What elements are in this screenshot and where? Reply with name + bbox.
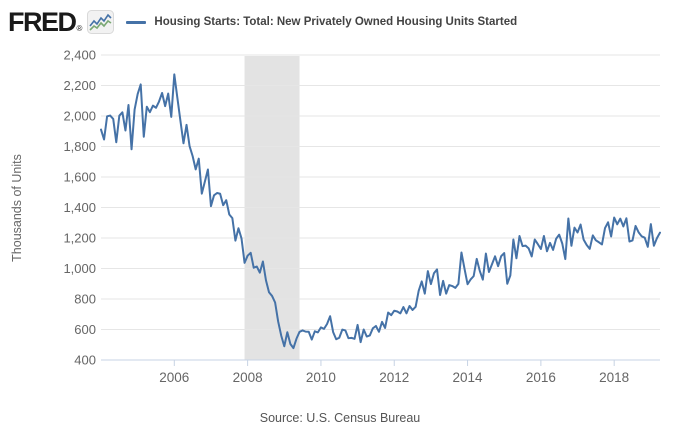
footer: Source: U.S. Census Bureau	[0, 409, 680, 427]
y-tick-label: 1,200	[63, 231, 96, 246]
registered-trademark-symbol: ®	[76, 24, 83, 33]
fred-logo-chart-icon	[87, 10, 115, 34]
y-tick-label: 600	[74, 322, 96, 337]
legend: Housing Starts: Total: New Privately Own…	[126, 16, 517, 28]
y-tick-label: 400	[74, 353, 96, 368]
y-tick-label: 800	[74, 292, 96, 307]
y-tick-label: 1,000	[63, 261, 96, 276]
x-tick-label: 2016	[526, 370, 556, 385]
housing-starts-line	[100, 73, 661, 350]
x-tick-label: 2012	[379, 370, 409, 385]
x-tick-label: 2008	[233, 370, 263, 385]
header: FRED ® Housing Starts: Total: New Privat…	[8, 6, 672, 38]
y-tick-label: 2,000	[63, 109, 96, 124]
x-tick-label: 2010	[306, 370, 336, 385]
legend-line-marker	[126, 20, 147, 24]
y-tick-label: 1,600	[63, 170, 96, 185]
fred-logo-text: FRED	[8, 7, 77, 37]
x-tick-label: 2006	[159, 370, 189, 385]
y-tick-label: 2,400	[63, 48, 96, 63]
y-tick-label: 1,400	[63, 200, 96, 215]
housing-starts-plot: 400 600 800 1,000 1,200 1,400 1,600 1,800 2,000 2…	[63, 48, 661, 385]
fred-logo[interactable]: FRED ®	[8, 7, 115, 37]
source-text: Source: U.S. Census Bureau	[259, 411, 421, 425]
legend-series-label: Housing Starts: Total: New Privately Own…	[154, 16, 518, 28]
y-tick-label: 1,800	[63, 139, 96, 154]
x-tick-label: 2018	[599, 370, 629, 385]
x-tick-label: 2014	[453, 370, 484, 385]
y-tick-label: 2,200	[63, 78, 96, 93]
